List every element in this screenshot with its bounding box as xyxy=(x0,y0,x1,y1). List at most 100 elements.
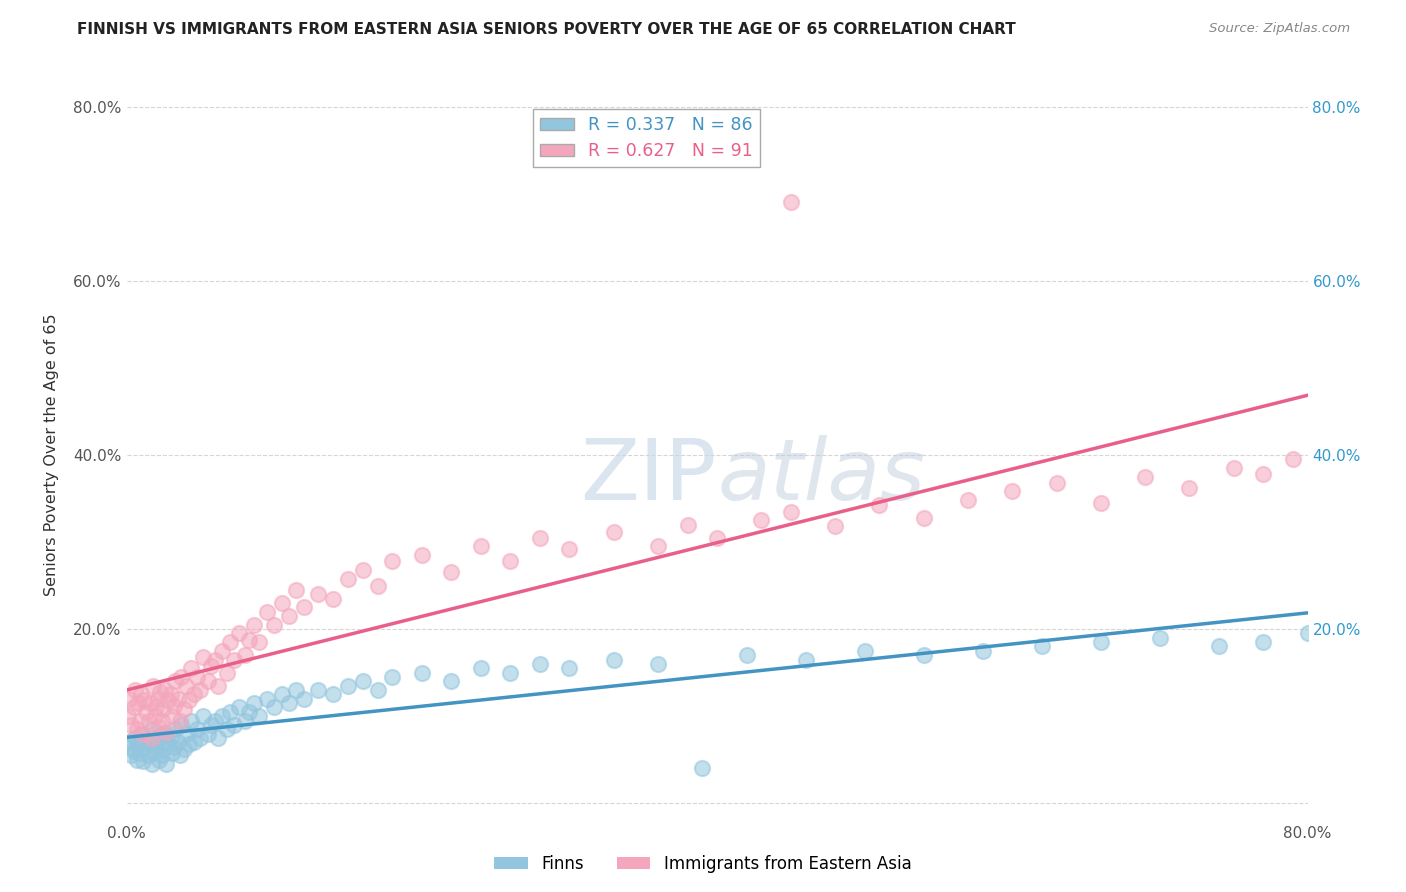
Point xyxy=(167,735,190,749)
Point xyxy=(263,700,285,714)
Text: ZIP: ZIP xyxy=(581,435,717,518)
Point xyxy=(118,739,141,754)
Point xyxy=(128,714,150,728)
Point xyxy=(558,661,581,675)
Point xyxy=(128,746,150,760)
Point xyxy=(173,702,195,716)
Point xyxy=(647,539,669,553)
Point xyxy=(145,739,167,754)
Point xyxy=(127,737,149,751)
Point xyxy=(149,728,172,742)
Point xyxy=(165,723,187,737)
Point xyxy=(381,670,404,684)
Point xyxy=(132,726,155,740)
Point xyxy=(197,726,219,740)
Point xyxy=(1296,626,1319,640)
Point xyxy=(270,596,292,610)
Point xyxy=(122,744,145,758)
Point xyxy=(1253,635,1275,649)
Point xyxy=(322,687,344,701)
Point xyxy=(120,718,142,732)
Point xyxy=(1223,461,1246,475)
Point xyxy=(200,718,222,732)
Point xyxy=(211,644,233,658)
Point xyxy=(308,587,330,601)
Point xyxy=(912,648,935,663)
Point xyxy=(735,648,758,663)
Point xyxy=(352,563,374,577)
Point xyxy=(285,683,308,698)
Point xyxy=(163,698,186,713)
Point xyxy=(124,683,146,698)
Point xyxy=(150,714,173,728)
Point xyxy=(186,723,208,737)
Point xyxy=(170,718,193,732)
Point xyxy=(149,685,172,699)
Point xyxy=(169,748,191,763)
Point xyxy=(692,761,714,775)
Point xyxy=(197,674,219,689)
Point xyxy=(146,691,169,706)
Point xyxy=(162,709,184,723)
Point xyxy=(138,714,160,728)
Point xyxy=(292,691,315,706)
Point xyxy=(188,731,212,745)
Point xyxy=(242,617,264,632)
Point xyxy=(152,742,174,756)
Point xyxy=(1253,467,1275,481)
Point xyxy=(162,746,184,760)
Point xyxy=(148,720,170,734)
Point xyxy=(153,726,176,740)
Point xyxy=(794,652,817,666)
Point xyxy=(238,632,260,647)
Point xyxy=(180,661,202,675)
Point xyxy=(160,731,183,745)
Point xyxy=(1031,640,1053,654)
Point xyxy=(1282,452,1305,467)
Point xyxy=(135,705,157,719)
Point xyxy=(193,649,215,664)
Point xyxy=(152,702,174,716)
Point xyxy=(155,724,177,739)
Point xyxy=(440,566,463,580)
Point xyxy=(156,737,179,751)
Point xyxy=(215,665,238,680)
Point xyxy=(706,531,728,545)
Point xyxy=(499,554,522,568)
Point xyxy=(188,683,212,698)
Point xyxy=(1149,631,1171,645)
Point xyxy=(956,493,979,508)
Point xyxy=(127,696,149,710)
Point xyxy=(1046,475,1069,490)
Point xyxy=(352,674,374,689)
Point xyxy=(167,691,190,706)
Point xyxy=(215,723,238,737)
Point xyxy=(125,723,148,737)
Point xyxy=(156,693,179,707)
Point xyxy=(219,635,242,649)
Text: FINNISH VS IMMIGRANTS FROM EASTERN ASIA SENIORS POVERTY OVER THE AGE OF 65 CORRE: FINNISH VS IMMIGRANTS FROM EASTERN ASIA … xyxy=(77,22,1017,37)
Point xyxy=(285,582,308,597)
Point xyxy=(139,735,162,749)
Point xyxy=(145,700,167,714)
Point xyxy=(367,683,389,698)
Point xyxy=(233,648,256,663)
Point xyxy=(120,748,142,763)
Point xyxy=(124,731,146,745)
Point xyxy=(337,572,360,586)
Point xyxy=(141,757,163,772)
Point xyxy=(270,687,292,701)
Point xyxy=(256,605,278,619)
Point xyxy=(242,696,264,710)
Point xyxy=(278,696,301,710)
Point xyxy=(233,714,256,728)
Point xyxy=(529,531,551,545)
Point xyxy=(224,652,246,666)
Point xyxy=(256,691,278,706)
Point xyxy=(135,741,157,756)
Point xyxy=(134,733,156,747)
Point xyxy=(132,755,155,769)
Point xyxy=(139,696,162,710)
Point xyxy=(146,733,169,747)
Point xyxy=(183,687,205,701)
